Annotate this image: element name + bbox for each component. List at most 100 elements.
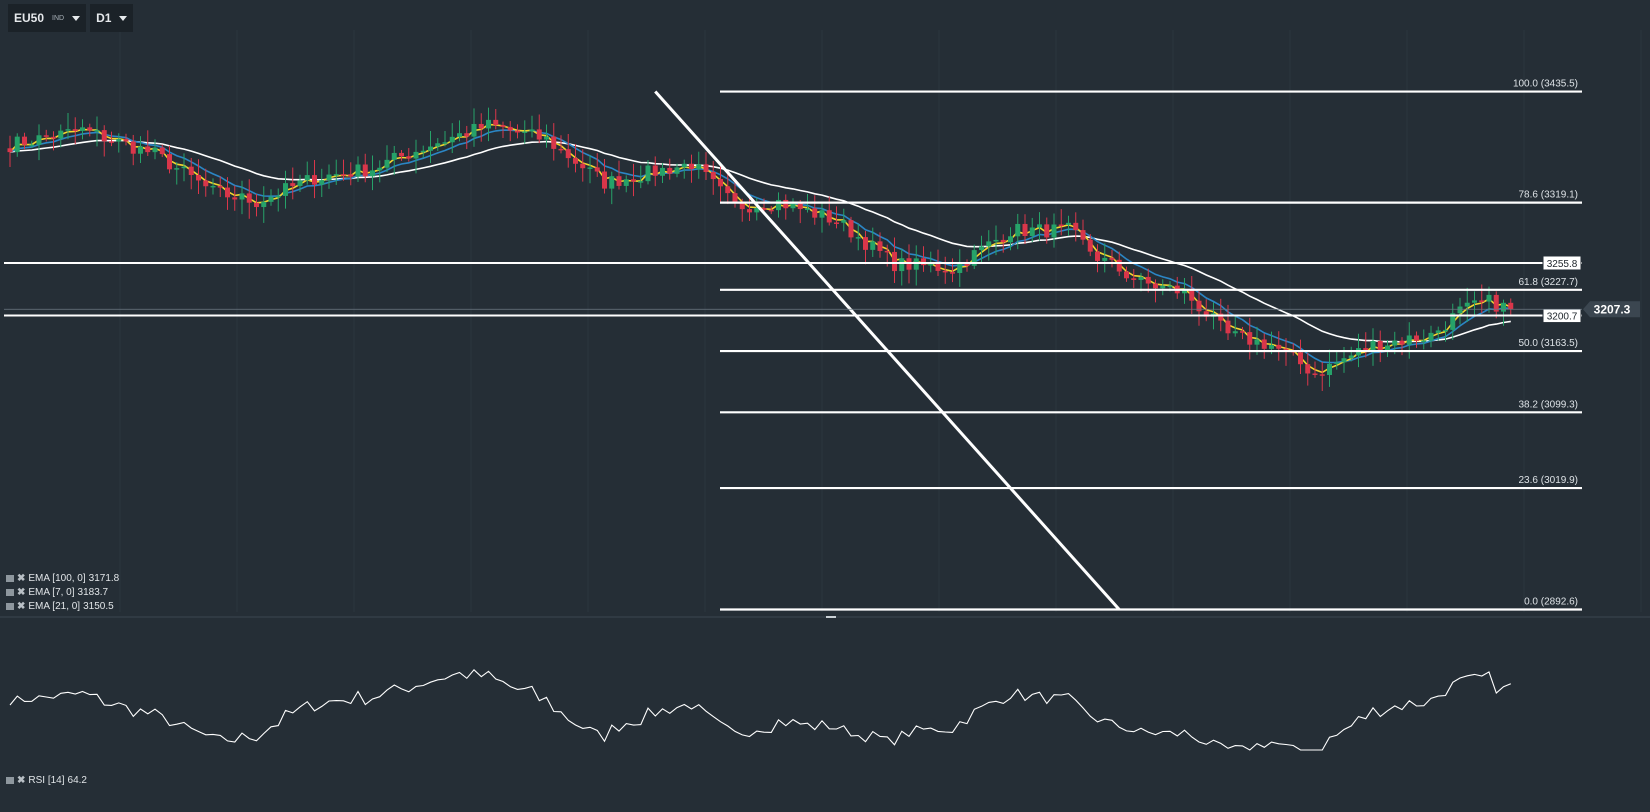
candle (159, 144, 165, 158)
candle (1457, 297, 1463, 325)
timeframe-selector[interactable]: D1 (90, 4, 134, 32)
ema-21-path (9, 129, 1511, 364)
candle-body (1435, 330, 1441, 333)
candle-body (1203, 311, 1209, 317)
candle (797, 199, 803, 224)
candle-body (1443, 329, 1448, 332)
ema-100-line (9, 139, 1511, 343)
candle-body (391, 152, 397, 160)
settings-icon[interactable] (6, 777, 14, 784)
candle-body (1153, 283, 1158, 289)
candle-body (725, 186, 731, 194)
candle (681, 159, 687, 179)
candle (232, 185, 238, 211)
candle (826, 196, 832, 226)
candle (413, 139, 419, 174)
candle-body (1240, 331, 1245, 333)
candle (870, 227, 876, 257)
settings-icon[interactable] (6, 589, 14, 596)
candle (399, 150, 404, 161)
level-label-box (1542, 308, 1582, 324)
candle-body (167, 154, 172, 170)
candle (1087, 234, 1093, 257)
candle-body (464, 133, 470, 137)
candle (1015, 213, 1021, 250)
candle-body (1269, 344, 1274, 349)
candle (471, 108, 477, 147)
candle-body (863, 237, 868, 250)
fib-level-label: 78.6 (3319.1) (1519, 190, 1579, 201)
candle-body (116, 138, 122, 142)
candle-body (1493, 294, 1499, 312)
grid (0, 30, 1650, 618)
candle (522, 120, 528, 144)
candle-body (239, 193, 245, 200)
candle-body (319, 180, 325, 185)
candle (261, 186, 267, 223)
settings-icon[interactable] (6, 575, 14, 582)
candle-body (1370, 341, 1376, 351)
level-label: 3255.8 (1547, 259, 1578, 270)
candle-body (783, 199, 789, 209)
candle (1240, 326, 1245, 340)
candle (406, 148, 412, 162)
candle (478, 113, 484, 142)
candle-body (797, 202, 803, 210)
candle-body (333, 174, 339, 176)
candle (1363, 332, 1369, 358)
candle-body (428, 146, 433, 151)
candle-body (971, 250, 977, 266)
candle-body (747, 209, 752, 213)
candle (130, 134, 136, 166)
candle (725, 173, 731, 205)
close-icon[interactable]: ✖ (17, 587, 26, 598)
candle (1080, 219, 1086, 245)
candle-body (1160, 285, 1166, 289)
candle (1029, 217, 1035, 243)
candle-body (631, 179, 636, 182)
candle-body (1334, 362, 1340, 364)
candle (594, 153, 600, 177)
close-icon[interactable]: ✖ (17, 601, 26, 612)
candle-body (217, 185, 223, 188)
candle-body (1044, 224, 1050, 238)
candle-body (72, 129, 78, 131)
candle (928, 251, 934, 273)
candle-body (1124, 271, 1129, 279)
candle (1305, 353, 1311, 386)
candle (609, 171, 615, 205)
candle (152, 139, 158, 160)
candle-body (942, 270, 948, 273)
ema-100-path (9, 139, 1511, 343)
candle-body (101, 130, 107, 142)
candle-body (145, 146, 151, 153)
toolbar: EU50 IND D1 (8, 4, 134, 32)
candle-body (413, 151, 419, 159)
candle (921, 246, 926, 272)
candle-body (1196, 300, 1202, 312)
candle-body (449, 136, 455, 143)
candle (573, 144, 578, 173)
symbol-selector[interactable]: EU50 IND (8, 4, 87, 32)
candle (544, 124, 549, 148)
fib-level-label: 23.6 (3019.9) (1519, 475, 1579, 486)
candle-body (1319, 374, 1325, 376)
candle (602, 159, 607, 194)
candle-body (94, 130, 100, 132)
candle (696, 151, 702, 179)
candle-body (877, 241, 883, 251)
candle (435, 138, 441, 151)
candle (790, 198, 796, 212)
close-icon[interactable]: ✖ (17, 573, 26, 584)
candle (225, 177, 230, 210)
candle-body (203, 180, 209, 187)
candle (776, 192, 781, 218)
candle (283, 170, 288, 209)
candle-body (812, 208, 818, 218)
close-icon[interactable]: ✖ (17, 775, 26, 786)
candle-body (1022, 223, 1028, 236)
candle-body (768, 209, 774, 212)
candle-body (841, 220, 847, 223)
settings-icon[interactable] (6, 603, 14, 610)
